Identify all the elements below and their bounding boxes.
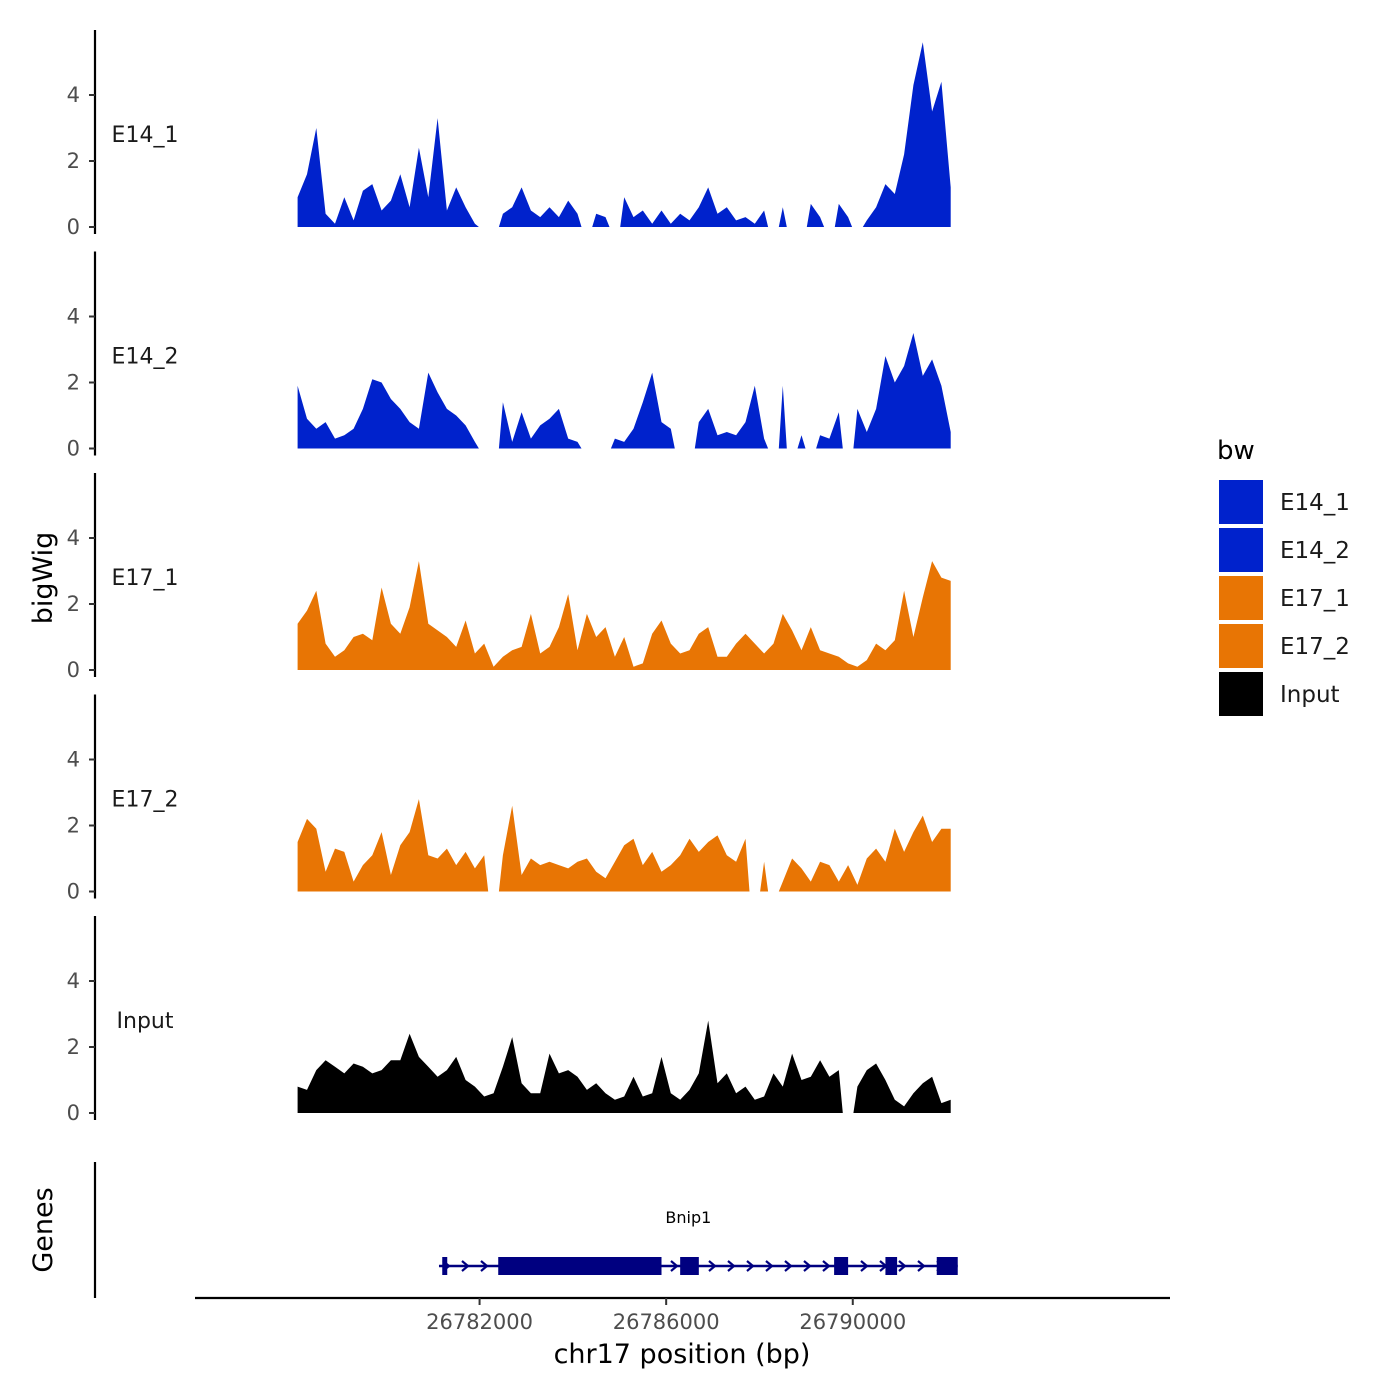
exon-block: [936, 1257, 958, 1275]
x-tick-label: 26786000: [613, 1310, 720, 1334]
strand-arrow: [670, 1260, 679, 1272]
track-label: E17_1: [112, 566, 179, 591]
genes-panel: Bnip1: [93, 1162, 958, 1298]
track-e17-1: 0 2 4 E17_1: [67, 473, 951, 682]
strand-arrow: [803, 1260, 812, 1272]
strand-arrow: [898, 1260, 907, 1272]
track-e17-2: 0 2 4 E17_2: [67, 694, 951, 904]
x-tick-label: 26782000: [426, 1310, 533, 1334]
y-tick-label: 4: [67, 83, 80, 107]
legend-item-e14-1: E14_1: [1219, 480, 1350, 524]
y-tick-label: 4: [67, 969, 80, 993]
y-tick-label: 0: [67, 1101, 80, 1125]
legend-item-e17-1: E17_1: [1219, 576, 1350, 620]
y-tick-label: 2: [67, 149, 80, 173]
y-tick-label: 2: [67, 592, 80, 616]
strand-arrow: [461, 1260, 470, 1272]
signal-area: [297, 1020, 951, 1113]
x-axis-title: chr17 position (bp): [554, 1339, 811, 1370]
track-e14-1: 0 2 4 E14_1: [67, 30, 951, 239]
legend-swatch: [1219, 624, 1263, 668]
y-tick-label: 4: [67, 305, 80, 329]
legend-label: Input: [1280, 682, 1340, 708]
signal-area: [297, 799, 951, 892]
strand-arrow: [917, 1260, 926, 1272]
gene-model: Bnip1: [438, 1208, 958, 1275]
exon-block: [680, 1257, 699, 1275]
y-tick-label: 0: [67, 658, 80, 682]
y-tick-label: 2: [67, 371, 80, 395]
genes-axis-title: Genes: [28, 1187, 59, 1272]
legend-label: E17_2: [1280, 634, 1350, 660]
signal-area: [297, 42, 951, 228]
exon-block: [498, 1257, 662, 1275]
legend-title: bw: [1217, 436, 1255, 466]
strand-arrow: [765, 1260, 774, 1272]
signal-area: [297, 561, 951, 670]
track-panels: 0 2 4 E14_1 0 2 4 E14_2 0 2 4 E17_1 0 2 4 E17_2 0 2 4 Input: [67, 30, 951, 1125]
legend-item-e14-2: E14_2: [1219, 528, 1350, 572]
y-axis-title: bigWig: [28, 532, 59, 625]
legend-item-input: Input: [1219, 672, 1340, 716]
gene-models: Bnip1: [438, 1208, 958, 1275]
track-label: E17_2: [112, 788, 179, 813]
y-tick-label: 2: [67, 1035, 80, 1059]
exon-block: [834, 1257, 849, 1275]
legend-swatch: [1219, 480, 1263, 524]
strand-arrow: [727, 1260, 736, 1272]
signal-area: [297, 333, 951, 449]
legend: bw E14_1 E14_2 E17_1 E17_2 Input: [1217, 436, 1350, 716]
y-tick-label: 0: [67, 215, 80, 239]
y-tick-label: 4: [67, 526, 80, 550]
strand-arrow: [746, 1260, 755, 1272]
legend-label: E14_1: [1280, 490, 1350, 516]
x-tick-label: 26790000: [799, 1310, 906, 1334]
y-tick-label: 4: [67, 748, 80, 772]
track-e14-2: 0 2 4 E14_2: [67, 251, 951, 461]
y-tick-label: 2: [67, 814, 80, 838]
legend-label: E14_2: [1280, 538, 1350, 564]
gene-name-label: Bnip1: [665, 1208, 711, 1227]
strand-arrow: [822, 1260, 831, 1272]
strand-arrow: [480, 1260, 489, 1272]
y-tick-label: 0: [67, 437, 80, 461]
exon-block: [442, 1257, 448, 1275]
legend-swatch: [1219, 672, 1263, 716]
x-axis: 26782000 26786000 26790000: [195, 1296, 1170, 1334]
strand-arrow: [708, 1260, 717, 1272]
strand-arrow: [784, 1260, 793, 1272]
legend-swatch: [1219, 576, 1263, 620]
legend-swatch: [1219, 528, 1263, 572]
track-label: E14_1: [112, 123, 179, 148]
exon-block: [885, 1257, 898, 1275]
legend-item-e17-2: E17_2: [1219, 624, 1350, 668]
legend-label: E17_1: [1280, 586, 1350, 612]
track-input: 0 2 4 Input: [67, 916, 951, 1125]
strand-arrow: [860, 1260, 869, 1272]
y-tick-label: 0: [67, 880, 80, 904]
track-label: Input: [117, 1009, 174, 1034]
track-label: E14_2: [112, 345, 179, 370]
